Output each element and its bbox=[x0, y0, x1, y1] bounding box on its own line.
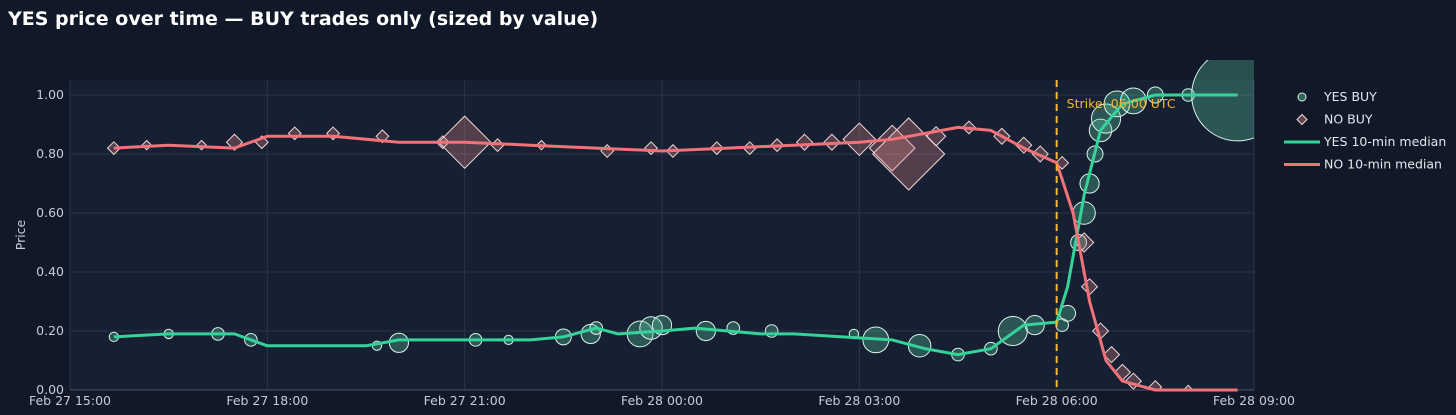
yes-median-line bbox=[113, 93, 1238, 357]
no-buy-marker bbox=[106, 141, 121, 156]
yes-buy-marker bbox=[1072, 201, 1096, 225]
y-tick-label: 0.80 bbox=[36, 146, 64, 161]
x-tick-label: Feb 28 06:00 bbox=[1016, 393, 1098, 408]
x-tick-label: Feb 28 09:00 bbox=[1213, 393, 1295, 408]
yes-buy-marker bbox=[1090, 103, 1122, 134]
x-tick-label: Feb 27 15:00 bbox=[29, 393, 111, 408]
legend-label: YES 10-min median bbox=[1323, 134, 1446, 149]
x-tick-label: Feb 28 03:00 bbox=[818, 393, 900, 408]
no-buy-marker bbox=[1015, 136, 1033, 154]
chart-title: YES price over time — BUY trades only (s… bbox=[8, 8, 599, 30]
y-axis-label: Price bbox=[13, 219, 28, 250]
yes-buy-marker bbox=[764, 324, 779, 338]
no-median-line bbox=[113, 125, 1238, 392]
y-tick-label: 0.40 bbox=[36, 264, 64, 279]
legend-label: NO BUY bbox=[1324, 112, 1373, 127]
x-tick-label: Feb 27 18:00 bbox=[226, 393, 308, 408]
legend-label: YES BUY bbox=[1323, 89, 1377, 104]
yes-buy-marker bbox=[639, 316, 663, 340]
legend-yes-buy-symbol bbox=[1297, 92, 1307, 102]
y-tick-label: 0.60 bbox=[36, 205, 64, 220]
x-tick-label: Feb 28 00:00 bbox=[621, 393, 703, 408]
no-buy-marker bbox=[1124, 372, 1143, 390]
legend-no-buy-symbol bbox=[1296, 113, 1308, 126]
y-tick-label: 1.00 bbox=[36, 87, 64, 102]
x-tick-label: Feb 27 21:00 bbox=[424, 393, 506, 408]
no-buy-marker bbox=[1102, 345, 1121, 364]
no-buy-marker bbox=[375, 129, 390, 144]
yes-buy-marker bbox=[1103, 90, 1131, 118]
strike-annotation: Strike: 06:00 UTC bbox=[1067, 96, 1176, 111]
yes-buy-marker bbox=[388, 332, 409, 353]
y-tick-label: 0.00 bbox=[36, 382, 64, 397]
no-buy-marker bbox=[842, 122, 877, 157]
y-tick-label: 0.20 bbox=[36, 323, 64, 338]
legend-label: NO 10-min median bbox=[1324, 157, 1442, 172]
